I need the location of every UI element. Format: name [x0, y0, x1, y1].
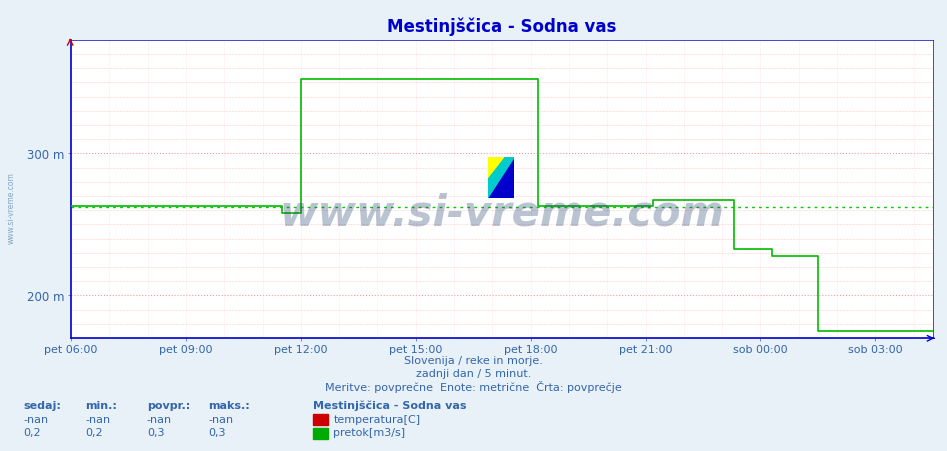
Text: maks.:: maks.: [208, 400, 250, 410]
Text: pretok[m3/s]: pretok[m3/s] [333, 427, 405, 437]
Text: www.si-vreme.com: www.si-vreme.com [279, 192, 724, 234]
Text: Meritve: povprečne  Enote: metrične  Črta: povprečje: Meritve: povprečne Enote: metrične Črta:… [325, 380, 622, 392]
Text: 0,2: 0,2 [85, 427, 103, 437]
Text: temperatura[C]: temperatura[C] [333, 414, 420, 423]
Text: 0,2: 0,2 [24, 427, 42, 437]
Text: -nan: -nan [147, 414, 172, 423]
Polygon shape [488, 158, 514, 198]
Text: -nan: -nan [85, 414, 111, 423]
Text: -nan: -nan [208, 414, 234, 423]
Text: -nan: -nan [24, 414, 49, 423]
Polygon shape [488, 158, 504, 178]
Title: Mestinjščica - Sodna vas: Mestinjščica - Sodna vas [387, 18, 616, 36]
Text: sedaj:: sedaj: [24, 400, 62, 410]
Text: zadnji dan / 5 minut.: zadnji dan / 5 minut. [416, 368, 531, 378]
Polygon shape [488, 158, 514, 198]
Text: www.si-vreme.com: www.si-vreme.com [7, 171, 16, 244]
Text: povpr.:: povpr.: [147, 400, 190, 410]
Text: min.:: min.: [85, 400, 117, 410]
Text: 0,3: 0,3 [208, 427, 225, 437]
Text: 0,3: 0,3 [147, 427, 164, 437]
Text: Slovenija / reke in morje.: Slovenija / reke in morje. [404, 355, 543, 365]
Text: Mestinjščica - Sodna vas: Mestinjščica - Sodna vas [313, 400, 466, 410]
